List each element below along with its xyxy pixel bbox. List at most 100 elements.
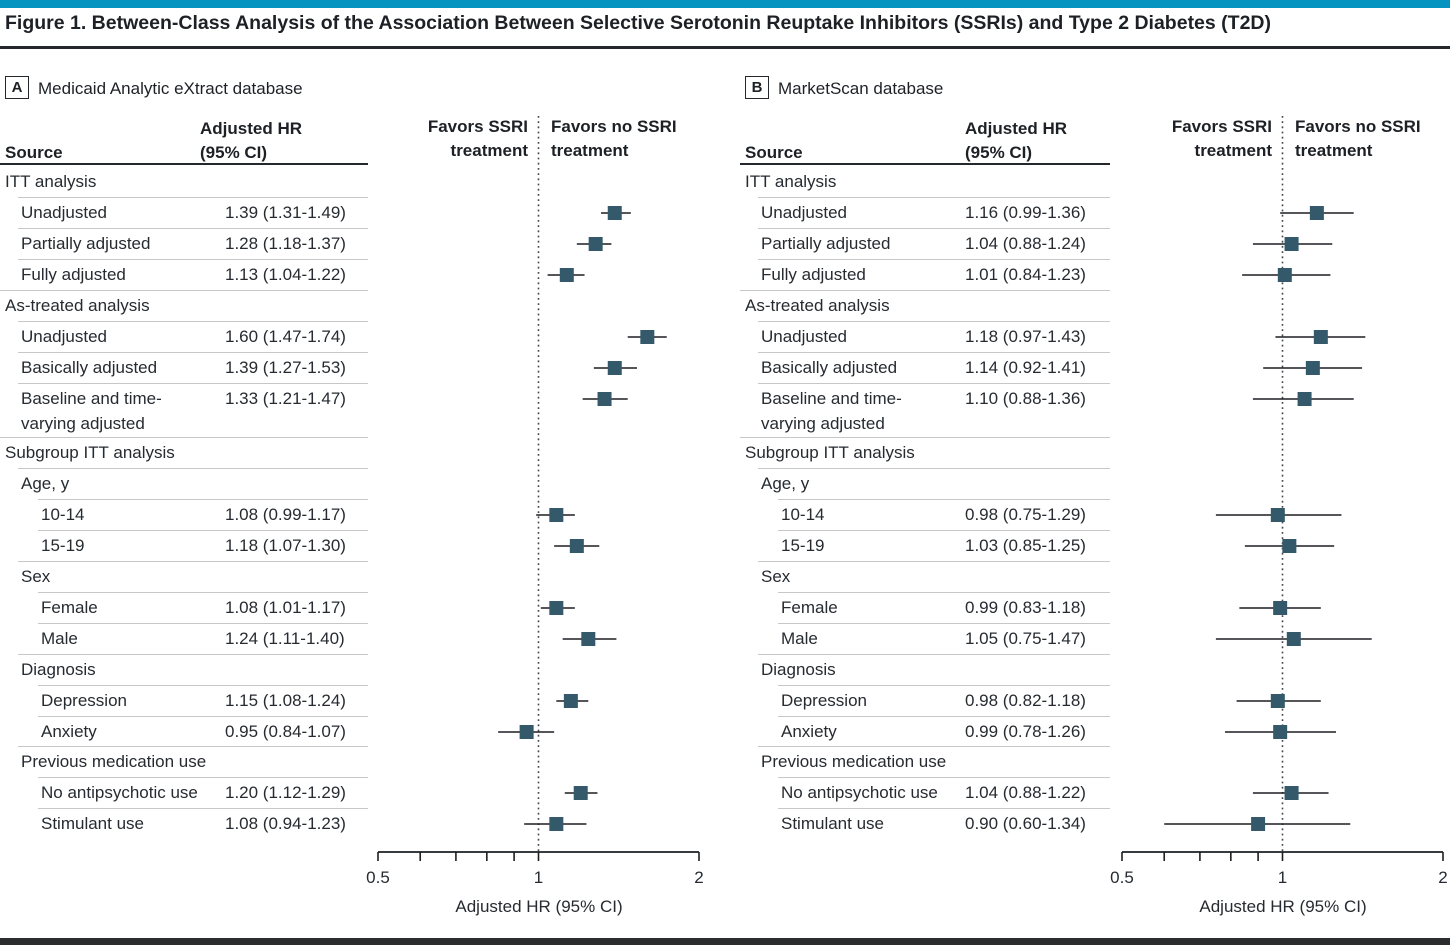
section-label: Sex [761, 567, 791, 586]
row-label: Basically adjusted [761, 358, 898, 377]
row-hr-value: 1.18 (0.97-1.43) [965, 327, 1086, 346]
row-hr-value: 1.24 (1.11-1.40) [225, 629, 345, 648]
row-separator [18, 197, 368, 198]
row-hr-value: 1.18 (1.07-1.30) [225, 536, 346, 555]
row-label: Stimulant use [41, 814, 144, 833]
row-label: Unadjusted [21, 327, 108, 346]
row-separator [38, 777, 368, 778]
panel-b-header-rule [740, 163, 1110, 165]
panel-b-label: B [751, 79, 763, 96]
row-label: 15-19 [781, 536, 825, 555]
panel-b-hr-header: Adjusted HR (95% CI) [965, 119, 1067, 162]
panel-a-header-rule [0, 163, 368, 165]
section-label: ITT analysis [5, 172, 97, 191]
row-separator [778, 777, 1110, 778]
panel-b-source-header: Source [745, 143, 803, 162]
axis-tick-label: 0.5 [1110, 868, 1134, 887]
row-separator [0, 437, 368, 438]
hr-marker [1309, 206, 1324, 220]
row-separator [758, 352, 1110, 353]
row-separator [758, 228, 1110, 229]
row-separator [38, 592, 368, 593]
row-separator [758, 468, 1110, 469]
row-label: Male [41, 629, 78, 648]
axis-tick-label: 1 [1277, 868, 1288, 887]
row-hr-value: 0.90 (0.60-1.34) [965, 814, 1086, 833]
row-hr-value: 1.04 (0.88-1.22) [965, 783, 1086, 802]
row-separator [38, 685, 368, 686]
section-label: Previous medication use [761, 752, 947, 771]
hr-marker [519, 725, 534, 739]
row-label-line2: varying adjusted [761, 414, 885, 433]
row-hr-value: 0.98 (0.82-1.18) [965, 691, 1086, 710]
hr-marker [607, 206, 622, 220]
row-hr-value: 1.10 (0.88-1.36) [965, 389, 1086, 408]
hr-marker [1286, 632, 1301, 646]
row-hr-value: 0.99 (0.83-1.18) [965, 598, 1086, 617]
hr-marker [549, 508, 564, 522]
row-separator [778, 499, 1110, 500]
hr-marker [569, 539, 584, 553]
figure-title: Figure 1. Between-Class Analysis of the … [5, 12, 1271, 34]
section-label: ITT analysis [745, 172, 837, 191]
section-label: Sex [21, 567, 51, 586]
row-label: No antipsychotic use [781, 783, 938, 802]
row-hr-value: 1.08 (0.99-1.17) [225, 505, 346, 524]
row-label: Unadjusted [21, 203, 108, 222]
row-hr-value: 1.01 (0.84-1.23) [965, 265, 1086, 284]
hr-marker [1273, 725, 1288, 739]
row-separator [18, 654, 368, 655]
section-label: As-treated analysis [5, 296, 150, 315]
row-hr-value: 1.14 (0.92-1.41) [965, 358, 1086, 377]
panel-a-label: A [11, 79, 23, 96]
row-hr-value: 1.33 (1.21-1.47) [225, 389, 346, 408]
axis-tick-label: 2 [694, 868, 704, 887]
hr-marker [640, 330, 655, 344]
panel-b-favors-ssri-label: Favors SSRI treatment [1171, 117, 1272, 160]
row-label: Fully adjusted [21, 265, 126, 284]
row-separator [778, 530, 1110, 531]
row-label: Female [781, 598, 838, 617]
section-label: Previous medication use [21, 752, 207, 771]
row-hr-value: 1.60 (1.47-1.74) [225, 327, 346, 346]
row-hr-value: 1.39 (1.31-1.49) [225, 203, 346, 222]
row-hr-value: 1.03 (0.85-1.25) [965, 536, 1086, 555]
row-separator [740, 437, 1110, 438]
row-separator [38, 716, 368, 717]
panel-a-label-box: A [5, 76, 29, 99]
row-separator [740, 290, 1110, 291]
panel-b-title: MarketScan database [778, 79, 944, 98]
row-label: Anxiety [41, 722, 97, 741]
row-label: Partially adjusted [761, 234, 891, 253]
row-label: Anxiety [781, 722, 837, 741]
section-label: Age, y [761, 474, 810, 493]
row-separator [758, 259, 1110, 260]
section-label: Subgroup ITT analysis [745, 443, 915, 462]
panel-b-favors-no-ssri-label: Favors no SSRI treatment [1295, 117, 1421, 160]
section-label: As-treated analysis [745, 296, 890, 315]
row-label: Depression [781, 691, 867, 710]
row-separator [18, 383, 368, 384]
row-hr-value: 1.20 (1.12-1.29) [225, 783, 346, 802]
axis-tick-label: 0.5 [366, 868, 390, 887]
hr-marker [1297, 392, 1312, 406]
row-separator [38, 499, 368, 500]
row-separator [778, 716, 1110, 717]
row-separator [758, 197, 1110, 198]
hr-marker [1273, 601, 1288, 615]
row-hr-value: 0.98 (0.75-1.29) [965, 505, 1086, 524]
hr-marker [588, 237, 603, 251]
row-separator [778, 592, 1110, 593]
title-divider [0, 46, 1450, 49]
row-hr-value: 1.16 (0.99-1.36) [965, 203, 1086, 222]
row-separator [18, 228, 368, 229]
row-label: Unadjusted [761, 327, 848, 346]
row-label: No antipsychotic use [41, 783, 198, 802]
panel-a-hr-header: Adjusted HR (95% CI) [200, 119, 302, 162]
hr-marker [1277, 268, 1292, 282]
section-label: Age, y [21, 474, 70, 493]
row-separator [758, 561, 1110, 562]
bottom-bar [0, 938, 1450, 945]
section-label: Diagnosis [761, 660, 836, 679]
